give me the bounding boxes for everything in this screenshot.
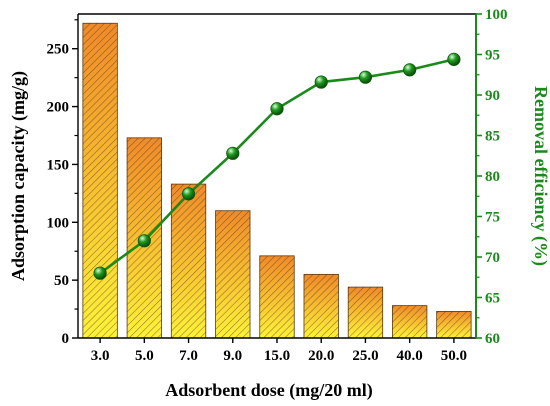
- removal-efficiency-series: [93, 52, 461, 280]
- y-right-tick-label: 80: [485, 169, 500, 185]
- x-axis-title: Adsorbent dose (mg/20 ml): [165, 380, 373, 401]
- y-right-tick-label: 70: [485, 250, 500, 266]
- x-tick-label: 9.0: [223, 348, 242, 364]
- x-tick-label: 7.0: [179, 348, 198, 364]
- bar-hatch: [171, 184, 206, 338]
- y-axis-right-title: Removal efficiency (%): [530, 86, 550, 266]
- efficiency-point: [226, 146, 240, 160]
- efficiency-point: [314, 75, 328, 89]
- x-tick-label: 15.0: [264, 348, 290, 364]
- x-tick-label: 5.0: [135, 348, 154, 364]
- efficiency-point: [358, 70, 373, 84]
- y-right-tick-label: 90: [485, 88, 500, 104]
- bar-hatch: [303, 274, 339, 338]
- bar-hatch: [259, 255, 295, 338]
- bar-hatch: [436, 311, 472, 338]
- bar-hatch: [215, 210, 251, 338]
- x-tick-label: 25.0: [352, 348, 378, 364]
- x-tick-label: 40.0: [397, 348, 423, 364]
- y-left-tick-label: 150: [47, 157, 70, 173]
- efficiency-point: [137, 234, 151, 248]
- y-left-tick-label: 0: [62, 331, 70, 347]
- x-tick-label: 3.0: [91, 348, 110, 364]
- y-axis-left-title: Adsorption capacity (mg/g): [8, 71, 29, 281]
- efficiency-point: [270, 102, 284, 116]
- efficiency-point: [93, 266, 107, 280]
- efficiency-point: [403, 63, 417, 77]
- y-left-tick-label: 200: [47, 100, 70, 116]
- x-tick-label: 20.0: [308, 348, 334, 364]
- y-right-tick-label: 75: [485, 210, 500, 226]
- bar-hatch: [82, 23, 118, 339]
- y-right-tick-label: 85: [485, 129, 500, 145]
- efficiency-point: [181, 187, 196, 201]
- y-right-tick-label: 65: [485, 291, 500, 307]
- y-left-tick-label: 100: [47, 215, 70, 231]
- axes: 0 50 100 150 200 250 60 65 70 75 80 85 90 95 100 3.0 5.0…: [47, 7, 508, 364]
- y-left-tick-label: 50: [54, 273, 69, 289]
- y-right-tick-label: 95: [485, 48, 500, 64]
- x-tick-label: 50.0: [441, 348, 467, 364]
- y-right-tick-label: 60: [485, 331, 500, 347]
- bar-hatch: [392, 305, 427, 338]
- y-left-tick-label: 250: [47, 42, 70, 58]
- bar-hatch: [348, 287, 383, 338]
- efficiency-point: [447, 52, 461, 66]
- y-right-tick-label: 100: [485, 7, 508, 23]
- bar-series: [82, 22, 472, 339]
